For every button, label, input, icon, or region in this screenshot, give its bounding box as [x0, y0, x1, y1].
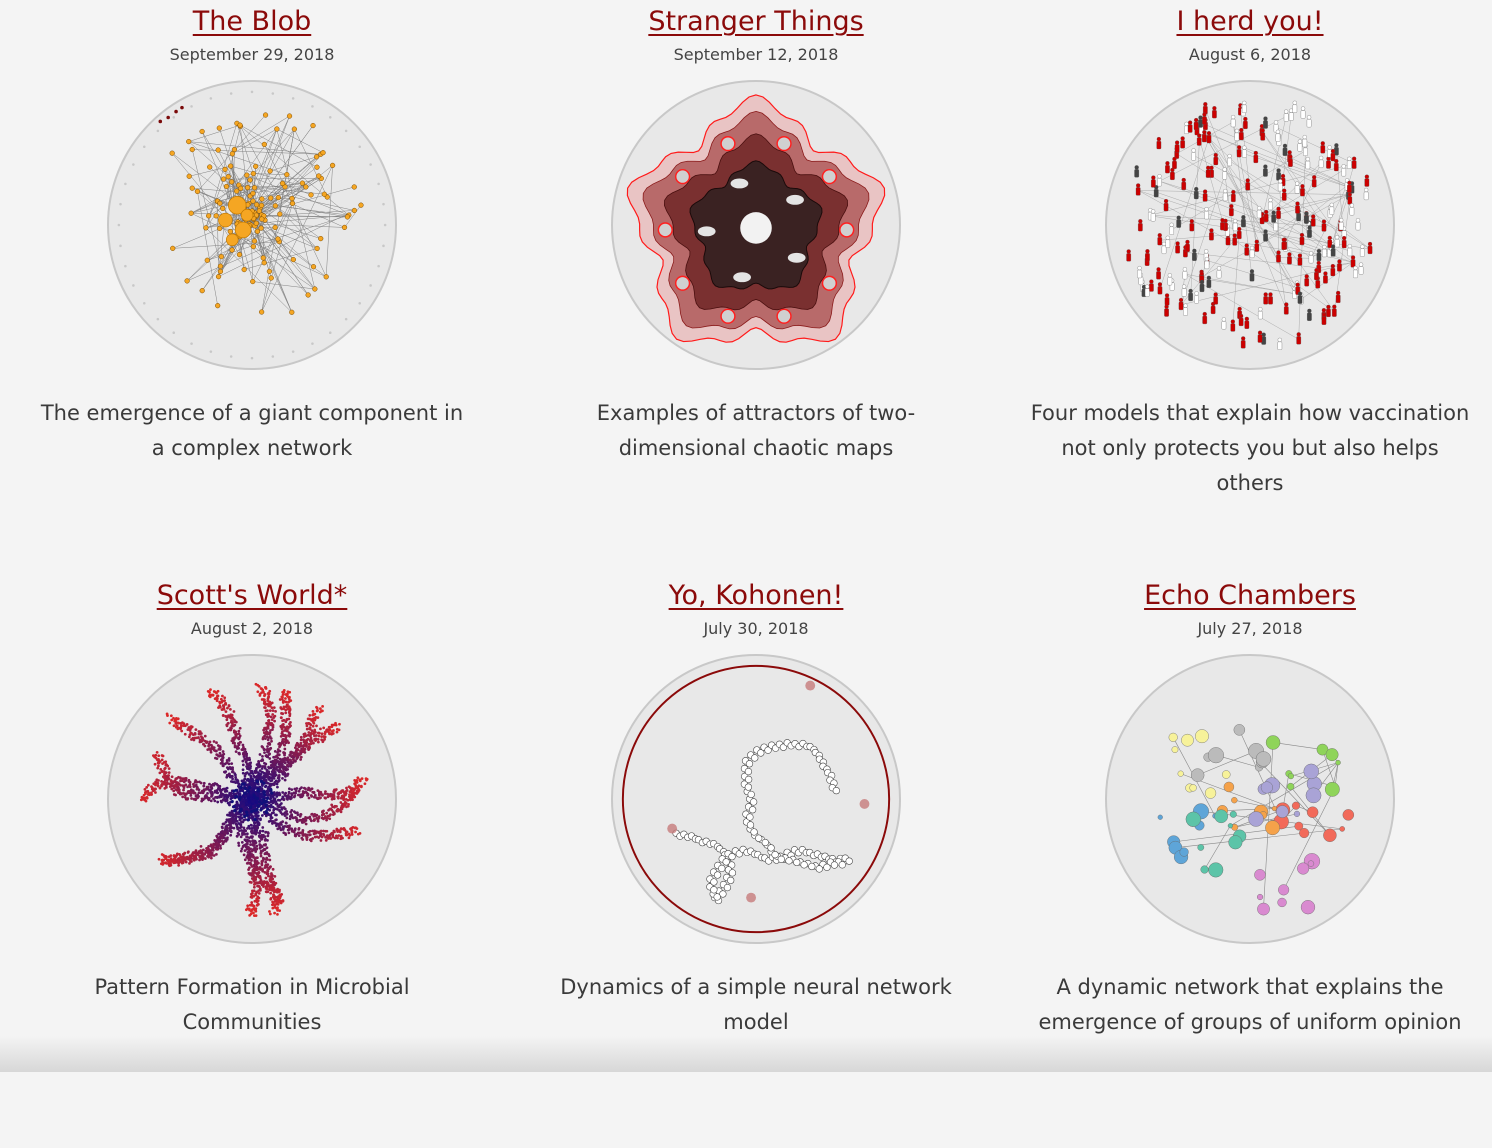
post-date: July 27, 2018 [1197, 618, 1302, 640]
herd-immunity-thumbnail[interactable] [1105, 80, 1395, 370]
post-card: The Blob September 29, 2018 The emergenc… [0, 0, 504, 574]
post-card: Scott's World* August 2, 2018 Pattern Fo… [0, 574, 504, 1148]
post-title-link[interactable]: Echo Chambers [1144, 578, 1356, 614]
post-date: July 30, 2018 [703, 618, 808, 640]
post-description: Examples of attractors of two-dimensiona… [536, 396, 976, 466]
post-card: Yo, Kohonen! July 30, 2018 Dynamics of a… [504, 574, 1008, 1148]
post-date: August 2, 2018 [191, 618, 313, 640]
post-card: Stranger Things September 12, 2018 Examp… [504, 0, 1008, 574]
post-card: Echo Chambers July 27, 2018 A dynamic ne… [1008, 574, 1492, 1148]
chaotic-attractor-thumbnail[interactable] [611, 80, 901, 370]
post-title-link[interactable]: Yo, Kohonen! [669, 578, 844, 614]
post-card: I herd you! August 6, 2018 Four models t… [1008, 0, 1492, 574]
post-title-link[interactable]: Scott's World* [157, 578, 348, 614]
post-title-link[interactable]: Stranger Things [648, 4, 863, 40]
post-title-link[interactable]: The Blob [193, 4, 311, 40]
post-description: Dynamics of a simple neural network mode… [536, 970, 976, 1040]
network-blob-thumbnail[interactable] [107, 80, 397, 370]
post-description: The emergence of a giant component in a … [32, 396, 472, 466]
echo-chambers-thumbnail[interactable] [1105, 654, 1395, 944]
post-title-link[interactable]: I herd you! [1176, 4, 1323, 40]
post-date: September 29, 2018 [170, 44, 335, 66]
post-description: Pattern Formation in Microbial Communiti… [32, 970, 472, 1040]
post-date: August 6, 2018 [1189, 44, 1311, 66]
post-date: September 12, 2018 [674, 44, 839, 66]
kohonen-network-thumbnail[interactable] [611, 654, 901, 944]
post-description: Four models that explain how vaccination… [1030, 396, 1470, 501]
post-description: A dynamic network that explains the emer… [1030, 970, 1470, 1040]
microbial-pattern-thumbnail[interactable] [107, 654, 397, 944]
